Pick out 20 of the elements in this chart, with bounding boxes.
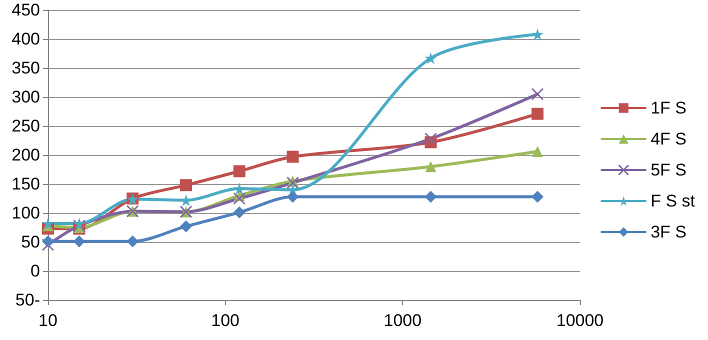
y-tick-label: 50- bbox=[15, 290, 40, 310]
x-tick-label: 10 bbox=[38, 311, 58, 330]
y-tick-label: 50 bbox=[21, 232, 40, 252]
legend-label: F S st bbox=[650, 192, 696, 210]
legend-label: 5F S bbox=[650, 160, 687, 180]
y-tick-label: 400 bbox=[12, 30, 40, 48]
legend-label: 3F S bbox=[650, 222, 687, 242]
y-tick-label: 100 bbox=[12, 204, 40, 222]
legend-label: 1F S bbox=[650, 98, 687, 118]
legend-label: 4F S bbox=[650, 130, 687, 148]
y-tick-label: 350 bbox=[12, 58, 40, 78]
y-tick-label: 300 bbox=[12, 88, 40, 106]
y-tick-label: 250 bbox=[12, 116, 40, 136]
x-tick-label: 100 bbox=[211, 311, 240, 330]
x-tick-label: 10000 bbox=[556, 311, 604, 330]
y-tick-label: 150 bbox=[12, 174, 40, 194]
x-tick-label: 1000 bbox=[384, 311, 422, 330]
y-tick-label: 200 bbox=[12, 146, 40, 164]
y-tick-label: 450 bbox=[12, 0, 40, 20]
y-tick-label: 0 bbox=[30, 262, 40, 280]
